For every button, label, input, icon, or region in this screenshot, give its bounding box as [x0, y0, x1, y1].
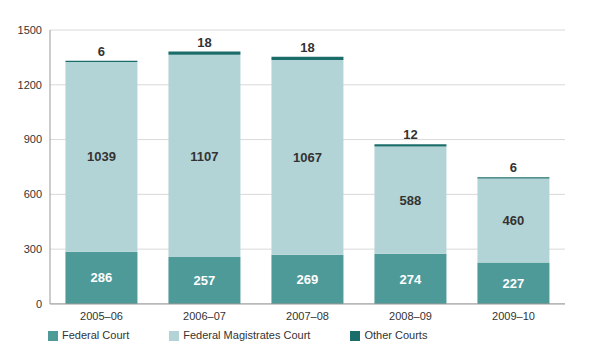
- svg-text:460: 460: [503, 213, 525, 228]
- svg-text:1107: 1107: [190, 149, 218, 164]
- svg-text:300: 300: [24, 243, 42, 255]
- svg-text:2005–06: 2005–06: [80, 310, 123, 322]
- svg-text:257: 257: [194, 273, 216, 288]
- svg-text:1500: 1500: [18, 24, 42, 36]
- svg-text:2008–09: 2008–09: [389, 310, 432, 322]
- svg-text:900: 900: [24, 133, 42, 145]
- svg-text:588: 588: [400, 193, 422, 208]
- svg-text:18: 18: [197, 35, 211, 50]
- svg-text:2009–10: 2009–10: [492, 310, 535, 322]
- html-text:Federal Court: Federal Court: [62, 328, 130, 341]
- svg-text:1067: 1067: [293, 150, 322, 165]
- svg-text:1200: 1200: [18, 79, 42, 91]
- svg-text:227: 227: [503, 276, 525, 291]
- html-text:Other Courts: Other Courts: [364, 328, 428, 341]
- svg-text:6: 6: [510, 160, 517, 175]
- svg-text:600: 600: [24, 188, 42, 200]
- svg-text:2007–08: 2007–08: [286, 310, 329, 322]
- svg-text:18: 18: [300, 40, 314, 55]
- html-text:Federal Magistrates Court: Federal Magistrates Court: [183, 328, 311, 341]
- svg-text:1039: 1039: [87, 149, 116, 164]
- svg-text:274: 274: [400, 272, 422, 287]
- svg-text:286: 286: [91, 270, 113, 285]
- svg-text:12: 12: [403, 127, 417, 142]
- svg-text:2006–07: 2006–07: [183, 310, 226, 322]
- svg-text:6: 6: [98, 44, 105, 59]
- svg-text:269: 269: [297, 272, 319, 287]
- svg-text:0: 0: [36, 298, 42, 310]
